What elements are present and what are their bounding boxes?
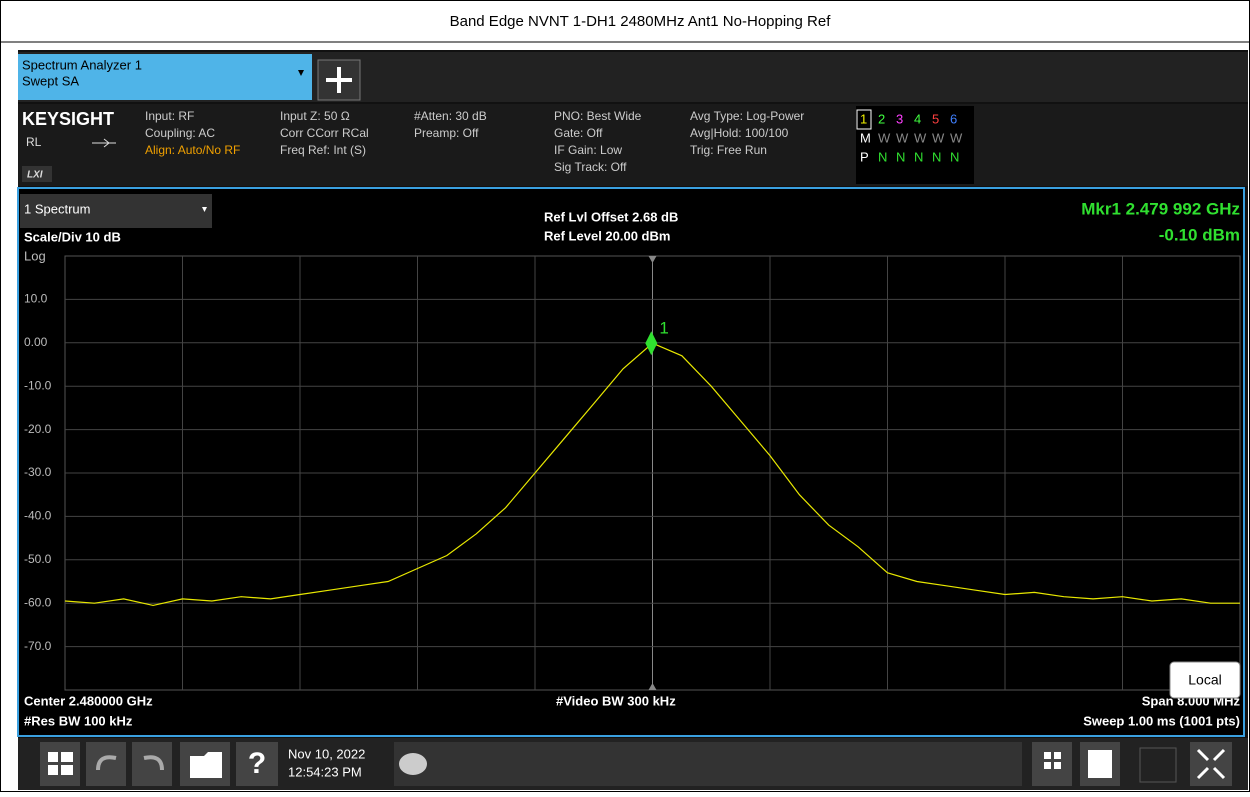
redo-icon <box>143 755 164 771</box>
marker-number: 1 <box>659 319 668 338</box>
center-freq: Center 2.480000 GHz <box>24 693 153 708</box>
trace-indicator: 2 <box>878 111 885 126</box>
y-tick-label: -50.0 <box>24 552 52 566</box>
touch-icon <box>1088 750 1112 778</box>
trace-indicator: 4 <box>914 111 921 126</box>
layout-icon <box>1044 752 1061 769</box>
center-marker-bottom <box>648 683 657 690</box>
y-tick-label: -60.0 <box>24 595 52 609</box>
lxi-badge <box>22 166 52 182</box>
active-trace-box <box>856 109 872 130</box>
local-button[interactable] <box>1169 661 1241 699</box>
lxi-label: LXI <box>27 170 43 181</box>
info-setting: Align: Auto/No RF <box>145 143 240 157</box>
trace-panel <box>856 106 974 184</box>
title: Band Edge NVNT 1-DH1 2480MHz Ant1 No-Hop… <box>450 13 832 30</box>
info-setting: Preamp: Off <box>414 126 479 140</box>
zoom-button[interactable] <box>1139 747 1177 783</box>
info-setting: IF Gain: Low <box>554 143 622 157</box>
ref-offset: Ref Lvl Offset 2.68 dB <box>544 209 678 224</box>
time: 12:54:23 PM <box>288 764 362 779</box>
info-setting: Freq Ref: Int (S) <box>280 143 366 157</box>
trace-indicator: W <box>896 130 909 145</box>
scale-div: Scale/Div 10 dB <box>24 229 121 244</box>
y-tick-label: -20.0 <box>24 422 52 436</box>
window-name: 1 Spectrum <box>24 201 90 216</box>
message-icon[interactable] <box>399 753 427 775</box>
window-dropdown <box>202 207 207 212</box>
trace-indicator: N <box>896 149 905 164</box>
video-bw: #Video BW 300 kHz <box>556 693 676 708</box>
y-tick-label: -70.0 <box>24 639 52 653</box>
info-bar <box>18 104 1248 186</box>
info-setting: #Atten: 30 dB <box>414 109 487 123</box>
trace-indicator: 6 <box>950 111 957 126</box>
y-tick-label: 10.0 <box>24 292 48 306</box>
analyzer-tab[interactable] <box>18 54 312 100</box>
trace-indicator: N <box>950 149 959 164</box>
plot-panel <box>17 187 1245 737</box>
help-button[interactable] <box>236 742 278 786</box>
log-label: Log <box>24 248 46 263</box>
res-bw: #Res BW 100 kHz <box>24 713 133 728</box>
trace-indicator: 3 <box>896 111 903 126</box>
tab-mode: Swept SA <box>22 73 79 88</box>
trace-indicator: M <box>860 130 871 145</box>
trace-indicator: W <box>914 130 927 145</box>
marker-readout-freq: Mkr1 2.479 992 GHz <box>1081 199 1240 218</box>
fullscreen-button[interactable] <box>1190 742 1232 786</box>
info-setting: Avg Type: Log-Power <box>690 109 804 123</box>
marker-readout-amp: -0.10 dBm <box>1159 225 1240 244</box>
trace-indicator: 1 <box>860 111 867 126</box>
trace-indicator: W <box>932 130 945 145</box>
tab-dropdown <box>298 70 304 76</box>
ref-level: Ref Level 20.00 dBm <box>544 228 670 243</box>
trace-indicator: W <box>878 130 891 145</box>
info-setting: Corr CCorr RCal <box>280 126 369 140</box>
y-tick-label: -40.0 <box>24 509 52 523</box>
info-setting: Trig: Free Run <box>690 143 767 157</box>
undo-button[interactable] <box>86 742 126 786</box>
windows-icon <box>48 752 73 775</box>
info-setting: Input Z: 50 Ω <box>280 109 350 123</box>
window-selector[interactable] <box>20 194 212 228</box>
layout-button[interactable] <box>1032 742 1072 786</box>
trace-indicator: N <box>932 149 941 164</box>
center-marker-top <box>648 256 657 263</box>
rl-indicator: RL <box>26 135 42 149</box>
trace-indicator: 5 <box>932 111 939 126</box>
folder-icon <box>190 752 222 778</box>
tab-name: Spectrum Analyzer 1 <box>22 57 142 72</box>
marker-diamond <box>645 331 658 356</box>
date: Nov 10, 2022 <box>288 746 365 761</box>
plus-icon <box>326 67 352 93</box>
y-tick-label: 0.00 <box>24 335 48 349</box>
windows-button[interactable] <box>40 742 80 786</box>
info-setting: PNO: Best Wide <box>554 109 642 123</box>
info-setting: Coupling: AC <box>145 126 215 140</box>
help-icon: ? <box>248 747 266 780</box>
info-setting: Avg|Hold: 100/100 <box>690 126 789 140</box>
trace-indicator: N <box>878 149 887 164</box>
input-icon <box>92 138 116 148</box>
trace-indicator: P <box>860 149 869 164</box>
undo-icon <box>96 755 117 771</box>
redo-button[interactable] <box>132 742 172 786</box>
local-label: Local <box>1188 672 1221 688</box>
info-setting: Sig Track: Off <box>554 160 627 174</box>
trace-indicator: W <box>950 130 963 145</box>
info-setting: Input: RF <box>145 109 194 123</box>
fullscreen-icon <box>1196 748 1226 780</box>
y-tick-label: -10.0 <box>24 378 52 392</box>
trace-indicator: N <box>914 149 923 164</box>
info-setting: Gate: Off <box>554 126 603 140</box>
sweep: Sweep 1.00 ms (1001 pts) <box>1083 713 1240 728</box>
brand: KEYSIGHT <box>22 109 114 129</box>
notification-area <box>394 742 1022 786</box>
y-tick-label: -30.0 <box>24 465 52 479</box>
